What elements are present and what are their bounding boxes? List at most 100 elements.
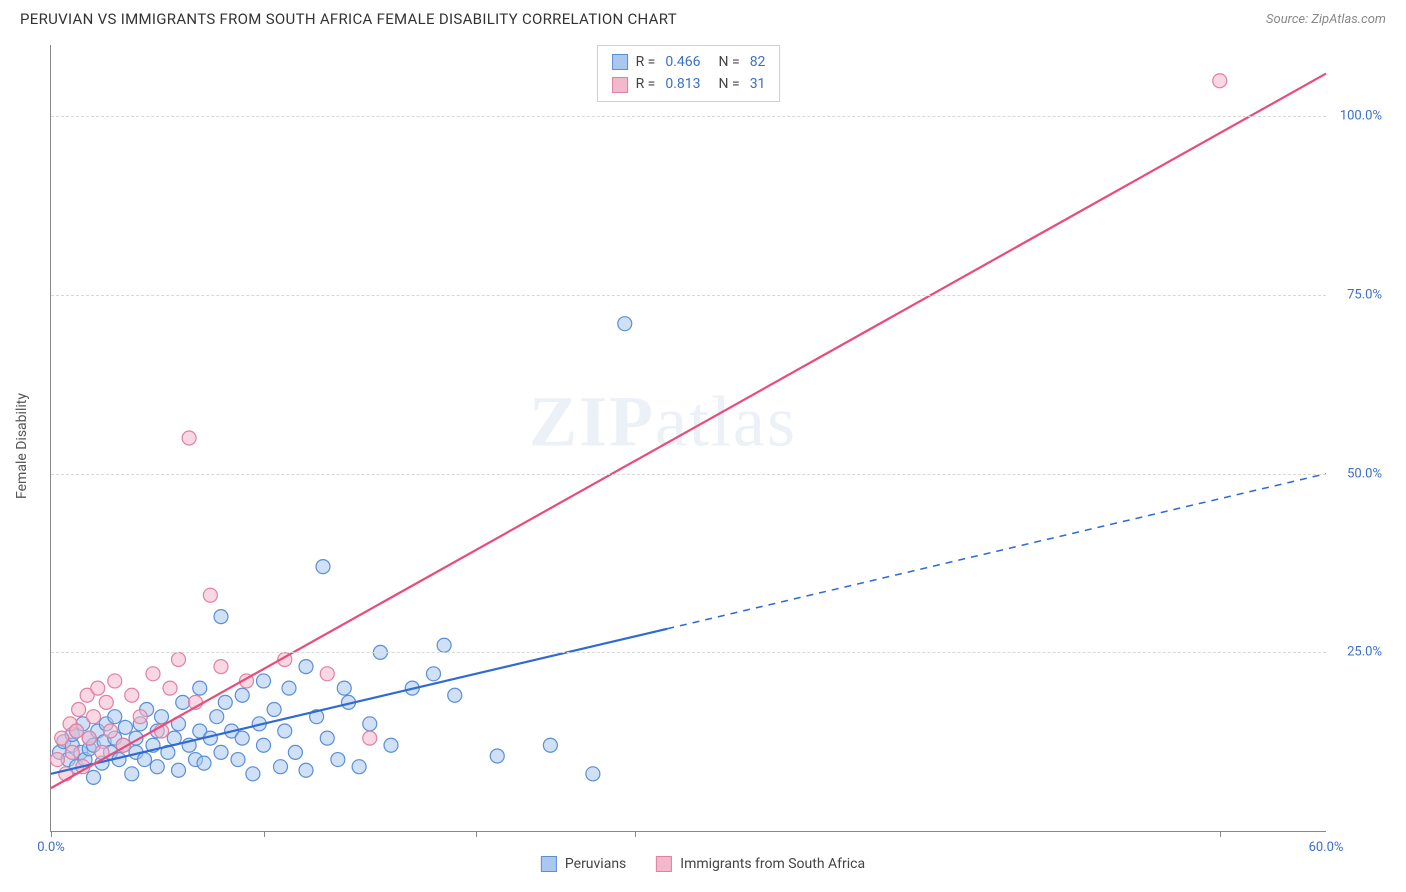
x-tick-label: 0.0% xyxy=(37,840,65,855)
legend-n-value: 31 xyxy=(750,73,766,95)
data-point xyxy=(257,738,271,752)
legend-n-label: N = xyxy=(719,51,740,73)
legend-item: Immigrants from South Africa xyxy=(656,856,865,872)
data-point xyxy=(55,731,69,745)
data-point xyxy=(65,745,79,759)
data-point xyxy=(331,753,345,767)
data-point xyxy=(146,667,160,681)
data-point xyxy=(437,638,451,652)
correlation-legend: R = 0.466 N = 82 R = 0.813 N = 31 xyxy=(597,45,781,102)
legend-r-label: R = xyxy=(636,73,656,95)
data-point xyxy=(448,688,462,702)
data-point xyxy=(218,695,232,709)
legend-label: Immigrants from South Africa xyxy=(680,856,865,872)
data-point xyxy=(235,688,249,702)
data-point xyxy=(214,610,228,624)
x-tick-mark xyxy=(635,831,636,837)
legend-item: Peruvians xyxy=(541,856,626,872)
data-point xyxy=(320,731,334,745)
data-point xyxy=(363,731,377,745)
data-point xyxy=(118,720,132,734)
data-point xyxy=(363,717,377,731)
y-tick-label: 100.0% xyxy=(1340,109,1382,124)
data-point xyxy=(210,710,224,724)
x-tick-mark xyxy=(476,831,477,837)
x-tick-mark xyxy=(1220,831,1221,837)
data-point xyxy=(172,653,186,667)
legend-swatch xyxy=(656,856,672,872)
data-point xyxy=(246,767,260,781)
data-point xyxy=(197,756,211,770)
gridline xyxy=(51,295,1326,296)
data-point xyxy=(155,710,169,724)
data-point xyxy=(87,770,101,784)
data-point xyxy=(150,760,164,774)
source-attribution: Source: ZipAtlas.com xyxy=(1266,12,1386,27)
data-point xyxy=(108,710,122,724)
data-point xyxy=(182,431,196,445)
data-point xyxy=(337,681,351,695)
data-point xyxy=(50,753,64,767)
data-point xyxy=(172,763,186,777)
data-point xyxy=(193,681,207,695)
data-point xyxy=(320,667,334,681)
trend-line-extrapolated xyxy=(667,474,1326,629)
legend-r-value: 0.466 xyxy=(665,51,700,73)
data-point xyxy=(176,695,190,709)
data-point xyxy=(91,681,105,695)
gridline xyxy=(51,116,1326,117)
data-point xyxy=(299,763,313,777)
data-point xyxy=(1213,74,1227,88)
trend-line xyxy=(51,629,667,774)
trend-line xyxy=(51,74,1326,789)
data-point xyxy=(257,674,271,688)
data-point xyxy=(618,317,632,331)
gridline xyxy=(51,474,1326,475)
legend-row: R = 0.466 N = 82 xyxy=(612,51,766,73)
data-point xyxy=(274,760,288,774)
legend-swatch xyxy=(612,54,628,70)
y-tick-label: 25.0% xyxy=(1347,645,1382,660)
data-point xyxy=(316,560,330,574)
data-point xyxy=(214,660,228,674)
data-point xyxy=(104,724,118,738)
data-point xyxy=(125,688,139,702)
data-point xyxy=(231,753,245,767)
legend-n-label: N = xyxy=(719,73,740,95)
legend-r-value: 0.813 xyxy=(665,73,700,95)
scatter-plot-svg xyxy=(51,45,1326,831)
data-point xyxy=(125,767,139,781)
data-point xyxy=(133,710,147,724)
data-point xyxy=(203,588,217,602)
data-point xyxy=(235,731,249,745)
data-point xyxy=(586,767,600,781)
data-point xyxy=(87,710,101,724)
data-point xyxy=(82,731,96,745)
data-point xyxy=(70,724,84,738)
gridline xyxy=(51,652,1326,653)
legend-swatch xyxy=(541,856,557,872)
data-point xyxy=(278,724,292,738)
data-point xyxy=(352,760,366,774)
data-point xyxy=(490,749,504,763)
data-point xyxy=(108,674,122,688)
y-tick-label: 75.0% xyxy=(1347,288,1382,303)
legend-swatch xyxy=(612,77,628,93)
legend-label: Peruvians xyxy=(565,856,626,872)
x-tick-label: 60.0% xyxy=(1309,840,1344,855)
data-point xyxy=(299,660,313,674)
x-tick-mark xyxy=(264,831,265,837)
legend-r-label: R = xyxy=(636,51,656,73)
chart-area: ZIPatlas R =0.466N =82R =0.813N =31 25.0… xyxy=(50,45,1386,832)
y-axis-label: Female Disability xyxy=(14,393,30,499)
data-point xyxy=(384,738,398,752)
legend-n-value: 82 xyxy=(750,51,766,73)
data-point xyxy=(288,745,302,759)
x-tick-mark xyxy=(51,831,52,837)
data-point xyxy=(282,681,296,695)
data-point xyxy=(163,681,177,695)
data-point xyxy=(427,667,441,681)
data-point xyxy=(72,703,86,717)
chart-title: PERUVIAN VS IMMIGRANTS FROM SOUTH AFRICA… xyxy=(20,10,677,28)
data-point xyxy=(543,738,557,752)
